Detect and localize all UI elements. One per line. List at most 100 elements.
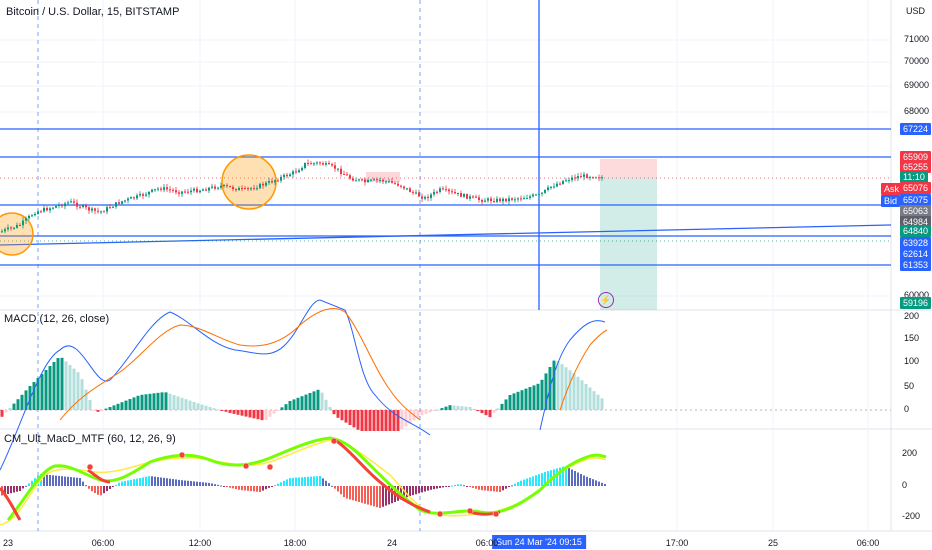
candle-body [232, 186, 234, 190]
candle-body [490, 198, 492, 202]
cm-histogram-bar [298, 477, 300, 486]
macd-histogram-bar [176, 396, 180, 410]
cm-histogram-bar [67, 476, 69, 486]
candle-body [385, 181, 387, 183]
candle-body [184, 191, 186, 193]
candle-body [250, 188, 252, 190]
candle-body [148, 191, 150, 195]
macd-histogram-bar [528, 387, 532, 410]
cm-histogram-bar [337, 486, 339, 492]
candle-body [16, 224, 18, 228]
price-tag: 65076 [900, 182, 932, 194]
macd-histogram-bar [168, 393, 172, 410]
cm-macd-line-down [87, 468, 111, 484]
cm-histogram-bar [229, 486, 231, 488]
macd-histogram-bar [244, 410, 248, 417]
candle-body [298, 170, 300, 173]
macd-histogram-bar [252, 410, 256, 419]
macd-histogram-bar [320, 392, 324, 410]
candle-body [34, 213, 36, 216]
macd-histogram-bar [224, 410, 228, 412]
cm-histogram-bar [160, 477, 162, 486]
cm-histogram-bar [559, 467, 561, 486]
cm-histogram-bar [370, 486, 372, 506]
candle-body [535, 194, 537, 196]
macd-histogram-bar [600, 398, 604, 410]
macd-histogram-bar [480, 410, 484, 414]
cm-histogram-bar [463, 485, 465, 487]
candle-body [157, 188, 159, 190]
macd-histogram-bar [212, 408, 216, 410]
cm-histogram-bar [172, 479, 174, 486]
macd-histogram-bar [384, 410, 388, 431]
macd-histogram-bar [436, 409, 440, 411]
cm-histogram-bar [409, 486, 411, 496]
cm-histogram-bar [235, 486, 237, 490]
macd-histogram-bar [376, 410, 380, 431]
candle-body [70, 201, 72, 203]
cursor-time-label: Sun 24 Mar '24 09:15 [492, 535, 586, 549]
cm-histogram-bar [73, 477, 75, 486]
candle-body [388, 181, 390, 183]
macd-histogram-bar [80, 379, 84, 410]
cm-histogram-bar [583, 475, 585, 486]
candle-body [181, 191, 183, 194]
macd-histogram-bar [52, 362, 56, 410]
macd-histogram-bar [504, 399, 508, 410]
macd-histogram-bar [540, 379, 544, 410]
macd-histogram-bar [144, 394, 148, 410]
candle-body [118, 202, 120, 204]
candle-body [583, 174, 585, 177]
macd-histogram-bar [32, 382, 36, 410]
cm-histogram-bar [601, 482, 603, 486]
cm-histogram-bar [508, 486, 510, 488]
cm-histogram-bar [592, 479, 594, 486]
macd-histogram-bar [312, 391, 316, 410]
time-axis-label: 24 [386, 538, 398, 548]
macd-histogram-bar [76, 372, 80, 410]
candle-body [22, 220, 24, 226]
candle-body [49, 208, 51, 211]
cm-histogram-bar [130, 479, 132, 486]
cm-histogram-bar [535, 475, 537, 486]
macd-histogram-bar [488, 410, 492, 418]
cm-histogram-bar [367, 486, 369, 505]
macd-histogram-bar [216, 409, 220, 411]
cross-dot [242, 462, 250, 470]
candle-body [286, 174, 288, 177]
macd-histogram-bar [192, 401, 196, 410]
candle-body [400, 185, 402, 187]
cm-histogram-bar [430, 486, 432, 490]
cm-title: CM_Ult_MacD_MTF (60, 12, 26, 9) [4, 433, 176, 445]
macd-histogram-bar [152, 393, 156, 410]
cm-histogram-bar [19, 486, 21, 491]
macd-axis-tick: 50 [904, 381, 915, 391]
lightning-icon[interactable]: ⚡ [598, 292, 614, 308]
candle-body [115, 202, 117, 207]
candle-body [265, 182, 267, 186]
cm-histogram-bar [481, 486, 483, 491]
cm-histogram-bar [520, 480, 522, 486]
candle-body [283, 174, 285, 177]
cm-histogram-bar [421, 486, 423, 493]
cm-histogram-bar [313, 476, 315, 486]
candle-body [394, 182, 396, 184]
candle-body [229, 186, 231, 188]
candle-body [94, 208, 96, 211]
macd-histogram-bar [392, 410, 396, 431]
macd-histogram-bar [484, 410, 488, 416]
macd-histogram-bar [388, 410, 392, 431]
cm-histogram-bar [547, 471, 549, 486]
cm-histogram-bar [598, 481, 600, 486]
price-axis-tick: 69000 [904, 80, 930, 90]
price-tag: 67224 [900, 123, 932, 135]
macd-histogram-bar [440, 408, 444, 410]
cm-histogram-bar [55, 475, 57, 486]
macd-histogram-bar [400, 410, 404, 430]
cm-histogram-bar [223, 486, 225, 487]
candle-body [433, 191, 435, 195]
cm-histogram-bar [142, 477, 144, 486]
cm-histogram-bar [316, 476, 318, 486]
